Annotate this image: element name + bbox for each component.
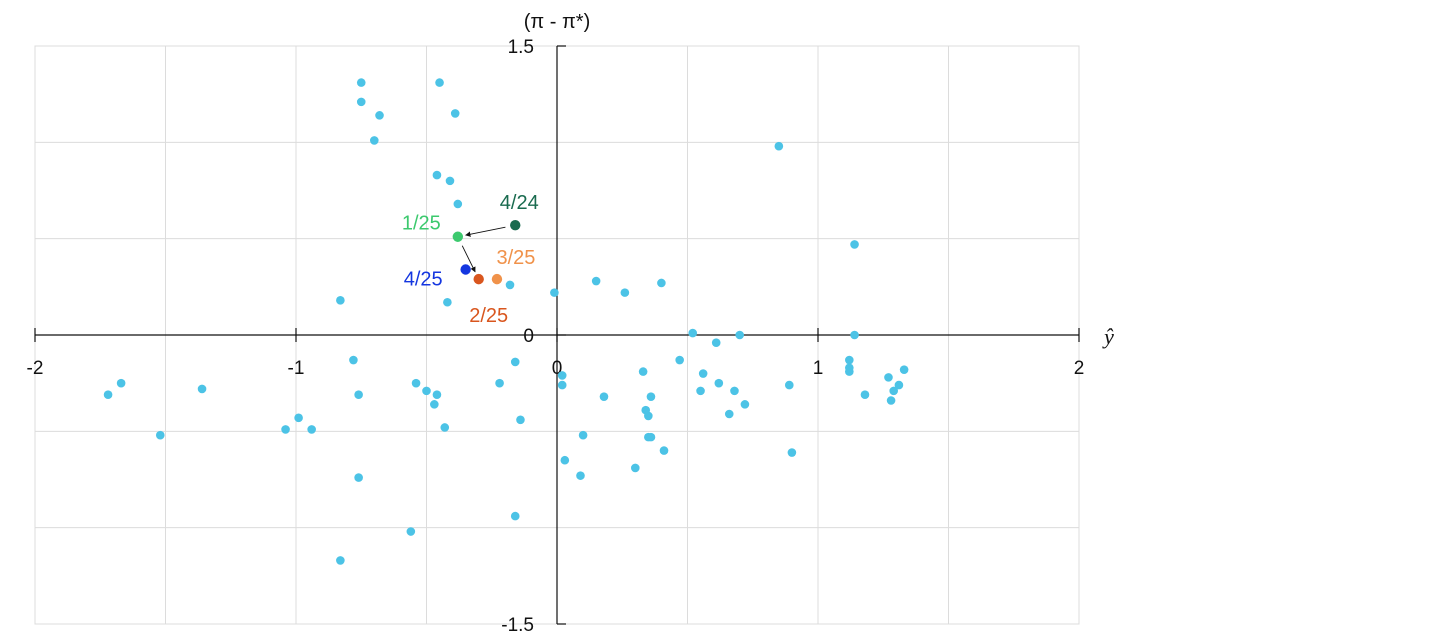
data-point	[103, 390, 113, 400]
data-point	[516, 415, 525, 425]
x-tick-label: 1	[813, 358, 824, 379]
highlight-label: 3/25	[497, 247, 536, 269]
data-point	[714, 378, 724, 388]
data-point	[740, 400, 750, 409]
data-point	[435, 78, 444, 87]
data-point	[850, 330, 859, 340]
data-point	[432, 390, 442, 400]
highlight-label: 4/24	[500, 192, 539, 214]
data-point	[894, 380, 904, 390]
data-point	[646, 432, 656, 442]
data-point	[886, 396, 896, 405]
data-point	[510, 511, 520, 521]
data-point	[620, 288, 630, 297]
data-point	[354, 390, 363, 400]
y-tick-label: 1.5	[508, 37, 534, 58]
data-point	[711, 338, 721, 348]
data-point	[557, 380, 567, 390]
data-point	[356, 97, 366, 107]
data-point	[495, 378, 504, 388]
data-point	[644, 411, 653, 421]
highlight-label: 4/25	[404, 268, 443, 290]
highlight-label: 2/25	[469, 305, 508, 327]
data-point	[510, 357, 520, 367]
highlight-label: 1/25	[402, 213, 441, 235]
data-point	[735, 330, 744, 340]
highlight-point	[473, 273, 484, 285]
data-point	[432, 170, 442, 180]
data-point	[659, 446, 669, 455]
data-point	[845, 367, 854, 376]
data-point	[696, 386, 705, 396]
data-point	[889, 386, 898, 396]
x-tick-label: 0	[552, 358, 563, 379]
highlight-point	[460, 264, 471, 275]
x-tick-label: 2	[1074, 358, 1085, 379]
data-point	[430, 400, 439, 409]
data-point	[443, 297, 452, 307]
data-point	[450, 109, 460, 118]
data-point	[294, 413, 303, 423]
data-point	[730, 386, 739, 396]
data-point	[116, 378, 126, 388]
data-point	[845, 355, 854, 365]
x-axis-title: ŷ	[1102, 324, 1114, 349]
data-point	[631, 463, 640, 473]
data-point	[576, 471, 585, 480]
trend-arrow	[461, 245, 476, 273]
highlight-point	[510, 219, 521, 231]
data-point	[281, 425, 290, 434]
data-point	[557, 371, 567, 380]
data-point	[422, 386, 431, 396]
highlight-point	[452, 231, 464, 242]
data-point	[453, 199, 463, 209]
data-point	[884, 373, 893, 382]
trend-arrow	[465, 226, 506, 237]
data-point	[787, 448, 797, 457]
highlight-point	[491, 273, 503, 285]
y-tick-label: 0	[523, 326, 534, 347]
x-tick-label: -1	[288, 358, 305, 379]
data-point	[336, 556, 345, 565]
data-point	[591, 276, 601, 286]
data-point	[550, 288, 559, 297]
data-point	[860, 390, 870, 400]
data-point	[646, 392, 656, 401]
data-point	[370, 136, 379, 145]
data-point	[307, 425, 316, 434]
data-point	[445, 176, 455, 186]
x-tick-label: -2	[27, 358, 44, 379]
data-point	[599, 392, 609, 401]
data-point	[688, 328, 698, 338]
data-point	[356, 78, 366, 87]
data-point	[411, 378, 421, 388]
data-point	[724, 409, 734, 419]
data-point	[505, 280, 515, 290]
data-point	[899, 365, 909, 374]
y-axis-title: (π - π*)	[524, 11, 590, 33]
data-point	[155, 430, 165, 440]
data-point	[657, 278, 666, 288]
data-point	[638, 367, 648, 376]
data-point	[578, 430, 588, 440]
data-point	[784, 380, 794, 390]
data-point	[197, 384, 207, 394]
y-tick-label: -1.5	[501, 615, 534, 636]
data-point	[354, 473, 363, 482]
data-point	[850, 240, 859, 249]
data-point	[698, 369, 708, 378]
data-point	[440, 423, 450, 432]
data-point	[774, 141, 784, 151]
data-point	[560, 455, 570, 465]
data-point	[349, 355, 358, 365]
data-point	[375, 111, 384, 120]
data-point	[675, 355, 684, 365]
data-point	[406, 527, 416, 536]
data-point	[336, 296, 345, 305]
